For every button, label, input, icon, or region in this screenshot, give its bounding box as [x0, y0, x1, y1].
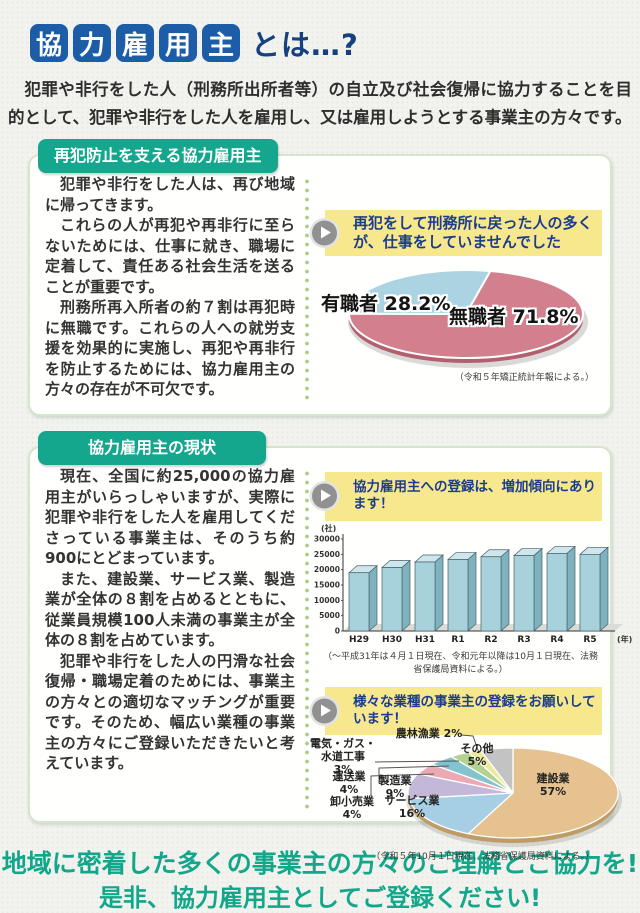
title-boxes-item: 用 — [159, 24, 197, 62]
industry-pie-source: （令和５年10月１日現在、法務省保護局資料による。） — [371, 852, 594, 863]
title-boxes-item: 主 — [202, 24, 240, 62]
pie-slice-label: 運送業 4% — [332, 770, 366, 797]
dotted-divider — [305, 470, 309, 809]
svg-text:15000: 15000 — [314, 580, 340, 589]
panel-status: 協力雇用主の現状 現在、全国に約25,000の協力雇用主がいらっしゃいますが、実… — [28, 431, 632, 862]
title-boxes: 協力雇用主 — [30, 24, 245, 62]
svg-text:H29: H29 — [349, 635, 369, 645]
status-text-column-item: 現在、全国に約25,000の協力雇用主がいらっしゃいますが、実際に犯罪や非行をし… — [45, 467, 295, 567]
pie-slice-label: サービス業 16% — [384, 794, 440, 821]
svg-text:R2: R2 — [484, 635, 497, 645]
reoffense-text-column-item: これらの人が再犯や再非行に至らないためには、仕事に就き、職場に定着して、責任ある… — [45, 216, 295, 296]
panel-reoffense: 再犯防止を支える協力雇用主 犯罪や非行をした人は、再び地域に帰ってきます。 これら… — [28, 139, 612, 416]
pie-slice-label: 有職者 28.2% — [321, 293, 451, 316]
pie-slice-label: 農林漁業 2% — [395, 727, 463, 741]
registration-bar-chart: (社) 0 5000 10000 15000 20000 25000 30000 H29 H30 H… — [314, 521, 632, 647]
status-text-column-item: また、建設業、サービス業、製造業が全体の８割を占めるとともに、従業員規模100人… — [45, 569, 295, 650]
pie-slice-label: 製造業 9% — [378, 774, 412, 801]
bar-chart-callout-text: 協力雇用主への登録は、増加傾向にあります！ — [353, 479, 596, 513]
reoffense-text-column-item: 刑務所再入所者の約７割は再犯時に無職です。これらの人への就労支援を効果的に実施し… — [45, 298, 295, 398]
employment-pie-chart: 有職者 28.2% 無職者 71.8% — [319, 256, 602, 369]
industry-pie-callout: 様々な業種の事業主の登録をお願いしています！ — [312, 686, 602, 736]
pie-slice-label: 電気・ガス・ 水道工事 3% — [310, 737, 376, 776]
svg-text:25000: 25000 — [314, 549, 340, 558]
reoffense-text-column-item: 犯罪や非行をした人は、再び地域に帰ってきます。 — [45, 175, 295, 214]
bar-chart-callout: 協力雇用主への登録は、増加傾向にあります！ — [312, 472, 602, 521]
intro-paragraph: 犯罪や非行をした人（刑務所出所者等）の自立及び社会復帰に協力することを目的として… — [8, 80, 632, 127]
svg-text:(社): (社) — [321, 523, 336, 533]
title-boxes-item: 力 — [73, 24, 111, 62]
reoffense-callout-text: 再犯をして刑務所に戻った人の多くが、仕事をしていませんでした — [353, 214, 593, 252]
reoffense-text-column: 犯罪や非行をした人は、再び地域に帰ってきます。 これらの人が再犯や再非行に至らない… — [45, 174, 295, 406]
play-icon — [312, 698, 337, 724]
svg-text:10000: 10000 — [314, 595, 340, 604]
panel-status-badge: 協力雇用主の現状 — [38, 431, 266, 465]
footer-line1: 地域に密着した多くの事業主の方々のご理解とご協力を! — [1, 849, 639, 878]
svg-text:R5: R5 — [583, 635, 596, 645]
svg-text:H30: H30 — [382, 635, 402, 645]
status-chart-column: 協力雇用主への登録は、増加傾向にあります！ (社) 0 5000 10000 15000… — [310, 466, 632, 862]
industry-pie-chart: 建設業 57% サービス業 16% 製造業 9% 卸小売業 4% 運送業 4% 電気・ガス… — [310, 727, 622, 848]
footer-cta: 地域に密着した多くの事業主の方々のご理解とご協力を! 是非、協力雇用主としてご登… — [0, 849, 640, 913]
dotted-divider — [305, 178, 309, 402]
svg-text:R4: R4 — [550, 635, 563, 645]
svg-text:H31: H31 — [415, 635, 435, 645]
footer-line2: 是非、協力雇用主としてご登録ください! — [98, 884, 542, 912]
industry-pie-callout-text: 様々な業種の事業主の登録をお願いしています！ — [353, 693, 596, 727]
play-icon — [312, 483, 337, 509]
svg-text:R3: R3 — [517, 635, 530, 645]
svg-text:30000: 30000 — [314, 534, 340, 543]
status-text-column-item: 犯罪や非行をした人の円滑な社会復帰・職場定着のためには、事業主の方々との適切なマ… — [45, 651, 295, 773]
reoffense-callout: 再犯をして刑務所に戻った人の多くが、仕事をしていませんでした — [312, 210, 602, 257]
status-text-column: 現在、全国に約25,000の協力雇用主がいらっしゃいますが、実際に犯罪や非行をし… — [45, 466, 295, 813]
page-header: 協力雇用主 とは…? 犯罪や非行をした人（刑務所出所者等）の自立及び社会復帰に協… — [0, 0, 640, 132]
pie-slice-label: 建設業 57% — [536, 772, 570, 799]
title-boxes-item: 雇 — [116, 24, 154, 62]
reoffense-chart-column: 再犯をして刑務所に戻った人の多くが、仕事をしていませんでした 有職者 28.2%… — [312, 174, 602, 406]
svg-text:20000: 20000 — [314, 565, 340, 574]
panel-reoffense-badge: 再犯防止を支える協力雇用主 — [38, 139, 278, 173]
svg-text:(年): (年) — [617, 634, 632, 644]
play-icon — [312, 220, 337, 246]
pie-slice-label: 無職者 71.8% — [449, 306, 579, 329]
svg-text:5000: 5000 — [319, 611, 340, 620]
page-title: 協力雇用主 とは…? — [30, 22, 632, 64]
employment-pie-source: （令和５年矯正統計年報による。） — [454, 373, 594, 384]
title-boxes-item: 協 — [30, 24, 68, 62]
bar-chart-source: （～平成31年は４月１日現在、令和元年以降は10月１日現在、法務省保護局資料によ… — [323, 651, 598, 675]
svg-text:0: 0 — [335, 626, 340, 635]
pie-slice-label: その他 5% — [460, 742, 494, 769]
pie-slice-label: 卸小売業 4% — [330, 795, 374, 822]
svg-text:R1: R1 — [451, 635, 464, 645]
title-suffix: とは…? — [251, 28, 359, 62]
